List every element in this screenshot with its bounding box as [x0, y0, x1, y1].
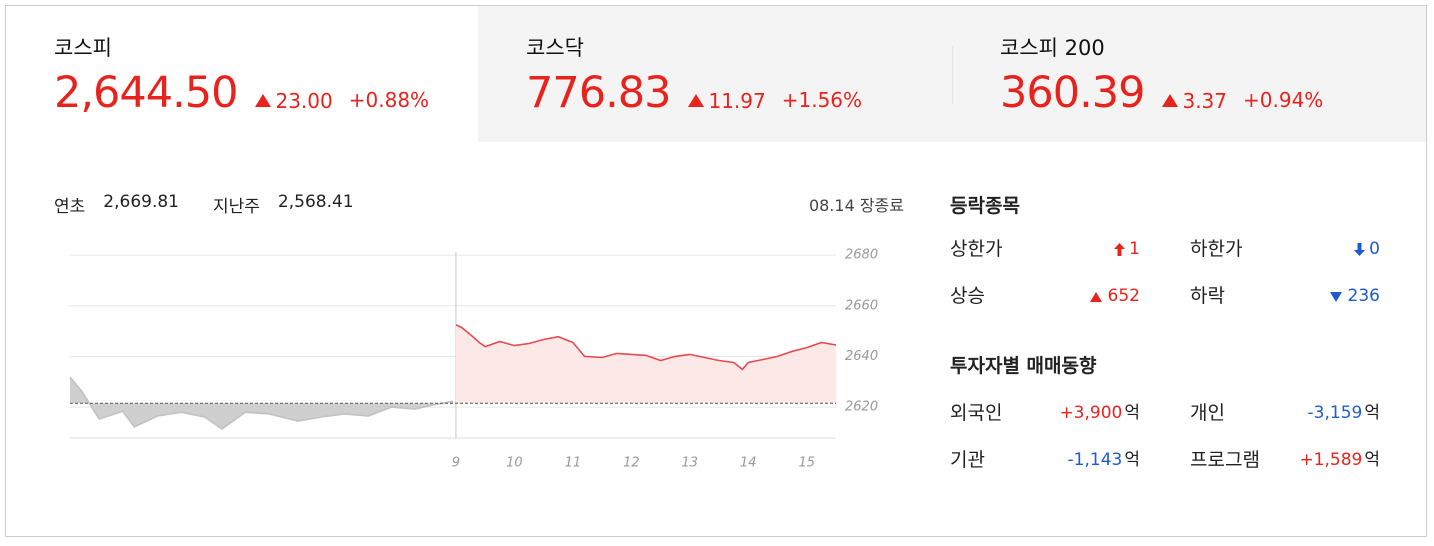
section-title: 등락종목	[950, 195, 1020, 217]
item-value-wrap: -1,143 억	[1068, 437, 1140, 484]
y-tick-label: 2680	[845, 248, 878, 263]
index-name: 코스피 200	[1000, 36, 1105, 60]
up-icon	[688, 94, 705, 107]
index-tabs: 코스피 2,644.50 23.00 +0.88% 코스닥 776.83 11.…	[6, 6, 1426, 142]
down-arrow-icon	[1354, 243, 1366, 256]
item-label: 하락	[1190, 285, 1225, 307]
index-value: 2,644.50	[54, 68, 238, 118]
y-tick-label: 2660	[845, 298, 878, 313]
x-tick-label: 11	[565, 456, 582, 471]
change-text: 11.97	[708, 88, 766, 113]
index-change: 11.97	[688, 88, 766, 113]
updown-grid: 상한가 1 하한가 0 상승 652 하락 236	[950, 226, 1382, 320]
summary-value: 2,669.81	[103, 192, 179, 212]
item-label: 프로그램	[1190, 449, 1260, 471]
change-text: 3.37	[1182, 88, 1227, 113]
index-change-rate: +0.88%	[348, 88, 430, 112]
x-tick-label: 14	[740, 456, 757, 471]
item-value: -1,143	[1067, 450, 1123, 470]
updown-item: 상승 652	[950, 273, 1140, 320]
item-label: 기관	[950, 449, 985, 471]
summary-label: 연초	[54, 197, 86, 217]
area-fill	[455, 324, 836, 404]
x-tick-label: 12	[623, 456, 640, 471]
investor-item: 기관 -1,143 억	[950, 437, 1140, 484]
index-change: 23.00	[255, 88, 333, 113]
item-value: 236	[1347, 286, 1380, 306]
item-label: 하한가	[1190, 238, 1243, 260]
item-unit: 억	[1364, 450, 1380, 470]
index-value-row: 776.83 11.97 +1.56%	[526, 68, 878, 118]
index-value: 776.83	[526, 68, 671, 118]
index-value-row: 360.39 3.37 +0.94%	[1000, 68, 1339, 118]
summary: 연초 2,669.81 지난주 2,568.41 08.14 장종료	[54, 192, 904, 217]
item-value: 652	[1107, 286, 1140, 306]
index-value-row: 2,644.50 23.00 +0.88%	[54, 68, 445, 118]
item-value-wrap: 236	[1329, 273, 1380, 320]
market-breadth: 등락종목 상한가 1 하한가 0 상승 652 하락 236 투자자별 매매동향…	[950, 186, 1382, 484]
item-value-wrap: 0	[1354, 226, 1380, 273]
change-text: 23.00	[275, 88, 333, 113]
up-icon	[255, 94, 272, 107]
item-value-wrap: +1,589 억	[1299, 437, 1380, 484]
item-value: +3,900	[1059, 403, 1123, 423]
price-line	[455, 324, 837, 371]
item-label: 외국인	[950, 402, 1003, 424]
x-tick-label: 15	[798, 456, 815, 471]
index-name: 코스닥	[526, 36, 584, 60]
item-value: 0	[1369, 239, 1380, 259]
x-tick-label: 10	[506, 456, 523, 471]
index-change-rate: +1.56%	[781, 88, 863, 112]
section-title: 투자자별 매매동향	[950, 355, 1097, 377]
item-label: 개인	[1190, 402, 1225, 424]
item-unit: 억	[1124, 403, 1140, 423]
index-change-rate: +0.94%	[1243, 88, 1324, 112]
updown-item: 하락 236	[1190, 273, 1380, 320]
updown-item: 상한가 1	[950, 226, 1140, 273]
investor-grid: 외국인 +3,900 억 개인 -3,159 억 기관 -1,143 억 프로그램 +…	[950, 390, 1382, 484]
item-unit: 억	[1124, 450, 1140, 470]
x-tick-label: 13	[682, 456, 699, 471]
y-tick-label: 2640	[845, 349, 878, 364]
index-value: 360.39	[1000, 68, 1145, 118]
item-label: 상승	[950, 285, 985, 307]
x-tick-label: 9	[452, 456, 460, 471]
price-line	[69, 376, 454, 430]
chart: 2620 2640 2660 2680 9 10 11 12 13 14 15	[69, 248, 878, 471]
down-icon	[1329, 291, 1342, 302]
index-tab[interactable]: 코스피 2,644.50 23.00 +0.88%	[6, 6, 478, 142]
index-tab[interactable]: 코스피 200 360.39 3.37 +0.94%	[952, 6, 1426, 142]
item-value-wrap: 652	[1089, 273, 1140, 320]
item-unit: 억	[1364, 403, 1380, 423]
separator	[952, 46, 953, 104]
item-value-wrap: -3,159 억	[1308, 390, 1380, 437]
item-label: 상한가	[950, 238, 1003, 260]
index-tab[interactable]: 코스닥 776.83 11.97 +1.56%	[478, 6, 952, 142]
market-status: 08.14 장종료	[808, 196, 904, 215]
up-icon	[1089, 291, 1102, 302]
index-name: 코스피	[54, 36, 112, 60]
item-value-wrap: 1	[1114, 226, 1140, 273]
item-value-wrap: +3,900 억	[1059, 390, 1140, 437]
item-value: 1	[1129, 239, 1140, 259]
summary-value: 2,568.41	[277, 192, 354, 212]
investor-item: 외국인 +3,900 억	[950, 390, 1140, 437]
updown-item: 하한가 0	[1190, 226, 1380, 273]
panel: 코스피 2,644.50 23.00 +0.88% 코스닥 776.83 11.…	[5, 5, 1427, 537]
y-tick-label: 2620	[845, 400, 878, 415]
investor-item: 개인 -3,159 억	[1190, 390, 1380, 437]
up-icon	[1162, 94, 1179, 107]
summary-label: 지난주	[212, 197, 260, 217]
index-change: 3.37	[1162, 89, 1227, 113]
up-arrow-icon	[1114, 243, 1126, 256]
item-value: -3,159	[1307, 403, 1363, 423]
investor-item: 프로그램 +1,589 억	[1190, 437, 1380, 484]
item-value: +1,589	[1299, 450, 1363, 470]
